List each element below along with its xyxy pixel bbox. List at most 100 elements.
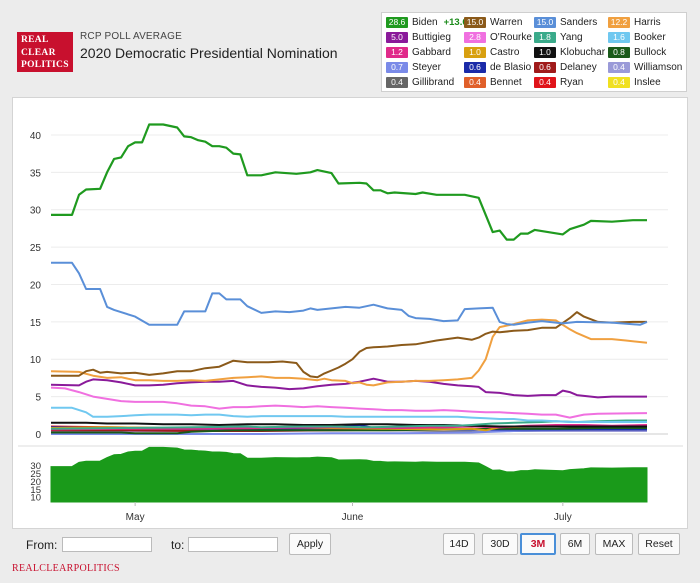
legend-candidate-name: Castro xyxy=(490,46,520,58)
navigator-y-tick-label: 30 xyxy=(30,461,41,472)
series-line-gabbard[interactable] xyxy=(50,424,648,431)
legend: 28.6 Biden +13.6 15.0 Warren 15.0 Sanders 12.2 H… xyxy=(381,12,687,92)
legend-candidate-name: O'Rourke xyxy=(490,31,532,43)
legend-candidate-name: Gabbard xyxy=(412,46,451,58)
series-line-klobuchar[interactable] xyxy=(51,421,647,428)
range-button-reset[interactable]: Reset xyxy=(638,533,680,555)
from-date-input[interactable] xyxy=(62,537,152,552)
legend-item[interactable]: 2.8 O'Rourke xyxy=(464,31,532,43)
legend-item[interactable]: 1.8 Yang xyxy=(534,31,583,43)
legend-value-badge: 1.6 xyxy=(608,31,630,43)
navigator-y-tick-label: 10 xyxy=(30,493,41,504)
legend-spread: +13.6 xyxy=(443,16,468,28)
legend-candidate-name: Buttigieg xyxy=(412,31,451,43)
legend-candidate-name: Inslee xyxy=(634,76,661,88)
legend-item[interactable]: 1.0 Castro xyxy=(464,46,519,58)
legend-candidate-name: Warren xyxy=(490,16,523,28)
range-button-14d[interactable]: 14D xyxy=(443,533,475,555)
legend-value-badge: 0.6 xyxy=(464,61,486,73)
legend-candidate-name: Yang xyxy=(560,31,583,43)
legend-candidate-name: Sanders xyxy=(560,16,598,28)
series-line-bullock[interactable] xyxy=(51,427,647,435)
series-line-sanders[interactable] xyxy=(51,261,648,326)
legend-item[interactable]: 28.6 Biden +13.6 xyxy=(386,16,468,28)
range-button-max[interactable]: MAX xyxy=(595,533,633,555)
legend-item[interactable]: 0.4 Ryan xyxy=(534,76,583,88)
y-tick-label: 35 xyxy=(30,168,42,179)
rcp-logo: REAL CLEAR POLITICS xyxy=(17,32,73,72)
legend-item[interactable]: 0.6 Delaney xyxy=(534,61,597,73)
logo-line-2: CLEAR xyxy=(21,47,56,58)
navigator-y-tick-label: 15 xyxy=(30,485,41,496)
to-date-input[interactable] xyxy=(188,537,278,552)
x-tick-label: June xyxy=(342,512,364,523)
legend-item[interactable]: 1.6 Booker xyxy=(608,31,666,43)
y-tick-label: 10 xyxy=(30,355,42,366)
legend-candidate-name: Harris xyxy=(634,16,661,28)
x-tick-label: July xyxy=(554,512,572,523)
legend-candidate-name: Biden xyxy=(412,16,438,28)
legend-item[interactable]: 15.0 Warren xyxy=(464,16,522,28)
legend-value-badge: 15.0 xyxy=(534,16,556,28)
legend-candidate-name: Williamson xyxy=(634,61,683,73)
legend-item[interactable]: 1.0 Klobuchar xyxy=(534,46,605,58)
legend-value-badge: 0.6 xyxy=(534,61,556,73)
range-button-6m[interactable]: 6M xyxy=(560,533,590,555)
legend-item[interactable]: 1.2 Gabbard xyxy=(386,46,451,58)
legend-value-badge: 0.8 xyxy=(608,46,630,58)
legend-candidate-name: Delaney xyxy=(560,61,597,73)
legend-item[interactable]: 0.4 Inslee xyxy=(608,76,661,88)
legend-value-badge: 1.2 xyxy=(386,46,408,58)
y-tick-label: 5 xyxy=(35,393,41,404)
legend-item[interactable]: 0.4 Bennet xyxy=(464,76,522,88)
legend-item[interactable]: 0.7 Steyer xyxy=(386,61,441,73)
legend-value-badge: 0.4 xyxy=(464,76,486,88)
legend-candidate-name: Ryan xyxy=(560,76,584,88)
y-tick-label: 15 xyxy=(30,318,42,329)
apply-button[interactable]: Apply xyxy=(289,533,331,555)
chart-area[interactable]: 0 5 10 15 20 25 30 35 40 10 15 20 25 30 May June July xyxy=(12,97,688,529)
legend-value-badge: 0.4 xyxy=(534,76,556,88)
navigator-area[interactable] xyxy=(50,446,648,503)
x-tick-label: May xyxy=(126,512,145,523)
legend-value-badge: 2.8 xyxy=(464,31,486,43)
y-tick-label: 40 xyxy=(30,131,42,142)
range-controls: From: to: Apply 14D 30D 3M 6M MAX Reset xyxy=(0,529,700,563)
legend-item[interactable]: 15.0 Sanders xyxy=(534,16,597,28)
legend-candidate-name: Steyer xyxy=(412,61,441,73)
legend-item[interactable]: 12.2 Harris xyxy=(608,16,661,28)
legend-item[interactable]: 0.4 Williamson xyxy=(608,61,682,73)
series-line-biden[interactable] xyxy=(51,123,647,241)
footer-brand: REALCLEARPOLITICS xyxy=(12,563,120,574)
logo-line-3: POLITICS xyxy=(21,60,69,70)
legend-value-badge: 1.0 xyxy=(534,46,556,58)
legend-item[interactable]: 0.6 de Blasio xyxy=(464,61,531,73)
legend-value-badge: 5.0 xyxy=(386,31,408,43)
series-line-harris[interactable] xyxy=(50,318,648,387)
from-label: From: xyxy=(26,538,58,552)
series-line-orourke[interactable] xyxy=(50,386,648,419)
chart-title: 2020 Democratic Presidential Nomination xyxy=(80,45,338,61)
range-button-3m[interactable]: 3M xyxy=(520,533,556,555)
legend-item[interactable]: 0.4 Gillibrand xyxy=(386,76,454,88)
range-button-30d[interactable]: 30D xyxy=(482,533,518,555)
legend-value-badge: 28.6 xyxy=(386,16,408,28)
to-label: to: xyxy=(171,538,185,552)
legend-item[interactable]: 0.8 Bullock xyxy=(608,46,666,58)
header: REAL CLEAR POLITICS RCP POLL AVERAGE 202… xyxy=(0,0,700,95)
y-tick-label: 30 xyxy=(30,206,42,217)
legend-candidate-name: Bullock xyxy=(634,46,667,58)
legend-value-badge: 1.8 xyxy=(534,31,556,43)
legend-value-badge: 12.2 xyxy=(608,16,630,28)
main-plot: 0 5 10 15 20 25 30 35 40 xyxy=(30,123,668,441)
series-line-warren[interactable] xyxy=(51,311,647,379)
navigator-y-tick-label: 20 xyxy=(30,477,41,488)
logo-line-1: REAL xyxy=(21,35,49,45)
legend-candidate-name: de Blasio xyxy=(490,61,532,73)
legend-item[interactable]: 5.0 Buttigieg xyxy=(386,31,451,43)
y-tick-label: 20 xyxy=(30,280,42,291)
series-line-booker[interactable] xyxy=(51,406,647,423)
